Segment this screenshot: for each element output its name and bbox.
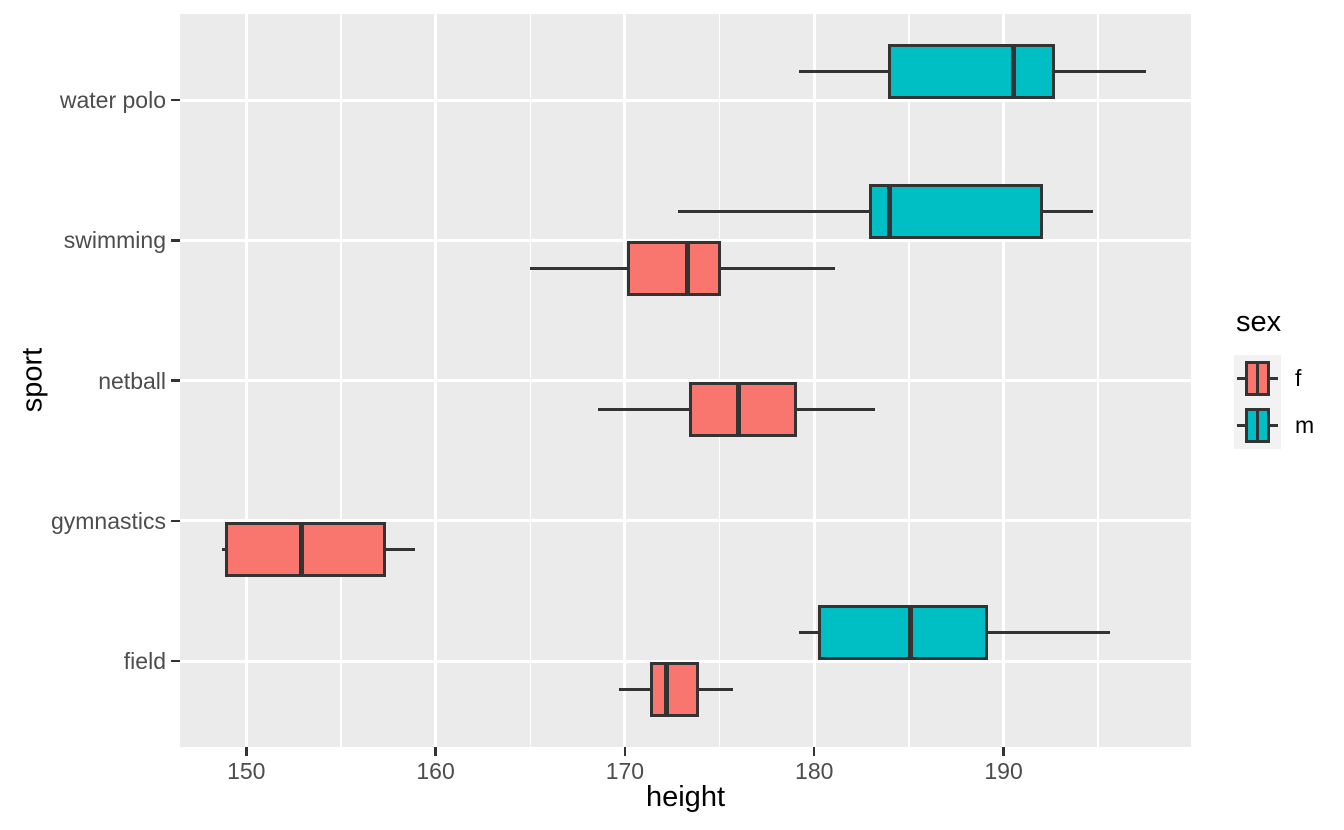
y-tick-label-swimming: swimming	[63, 227, 166, 254]
legend-label-m: m	[1295, 412, 1315, 438]
box-swimming-f	[626, 241, 722, 297]
x-tick-label-160: 160	[416, 758, 455, 784]
legend-key-whisker-left-icon	[1237, 377, 1245, 380]
y-tick-mark-field	[171, 659, 180, 663]
box-gymnastics-f	[225, 521, 387, 577]
legend-entry-m: m	[1234, 402, 1314, 449]
median-netball-f	[736, 381, 741, 437]
y-tick-mark-swimming	[171, 239, 180, 242]
y-tick-label-field: field	[123, 648, 166, 674]
y-tick-mark-water-polo	[171, 98, 180, 102]
median-swimming-m	[887, 184, 893, 240]
x-tick-mark-190	[1002, 747, 1005, 756]
y-tick-label-netball: netball	[98, 367, 166, 394]
y-tick-mark-netball	[171, 379, 180, 382]
gridline-major-y-field	[180, 659, 1191, 663]
x-tick-label-150: 150	[227, 758, 266, 784]
legend-key-whisker-left-icon	[1237, 424, 1245, 427]
x-tick-mark-180	[812, 747, 816, 756]
median-field-f	[664, 662, 670, 717]
y-axis-title: sport	[16, 347, 49, 413]
legend-key-f	[1234, 355, 1281, 402]
legend-key-whisker-right-icon	[1270, 377, 1278, 380]
legend-key-whisker-right-icon	[1270, 424, 1278, 427]
x-tick-label-190: 190	[984, 758, 1023, 784]
legend-key-m	[1234, 402, 1281, 449]
box-netball-f	[689, 381, 798, 437]
x-tick-label-180: 180	[795, 758, 834, 784]
x-tick-mark-160	[434, 747, 437, 756]
legend-key-median-icon	[1256, 361, 1259, 396]
y-tick-label-gymnastics: gymnastics	[50, 507, 166, 534]
box-field-f	[649, 662, 699, 717]
legend-key-median-icon	[1256, 408, 1259, 443]
y-tick-label-water-polo: water polo	[59, 87, 166, 113]
box-field-m	[818, 605, 989, 660]
gridline-major-y-netball	[180, 379, 1191, 382]
legend-entry-f: f	[1234, 355, 1314, 402]
median-gymnastics-f	[298, 521, 304, 577]
box-water-polo-m	[888, 44, 1055, 99]
plot-panel	[180, 14, 1191, 747]
gridline-major-y-water-polo	[180, 98, 1191, 102]
gridline-major-y-gymnastics	[180, 519, 1191, 523]
legend-title: sex	[1236, 306, 1282, 338]
median-swimming-f	[684, 241, 690, 297]
x-tick-mark-170	[623, 747, 627, 756]
median-field-m	[908, 605, 914, 660]
x-axis-title: height	[645, 781, 725, 813]
box-swimming-m	[869, 184, 1044, 240]
x-tick-mark-150	[245, 747, 248, 756]
gridline-major-y-swimming	[180, 238, 1191, 242]
legend-label-f: f	[1295, 365, 1302, 391]
y-tick-mark-gymnastics	[171, 519, 180, 522]
x-tick-label-170: 170	[605, 758, 645, 784]
median-water-polo-m	[1010, 44, 1016, 99]
